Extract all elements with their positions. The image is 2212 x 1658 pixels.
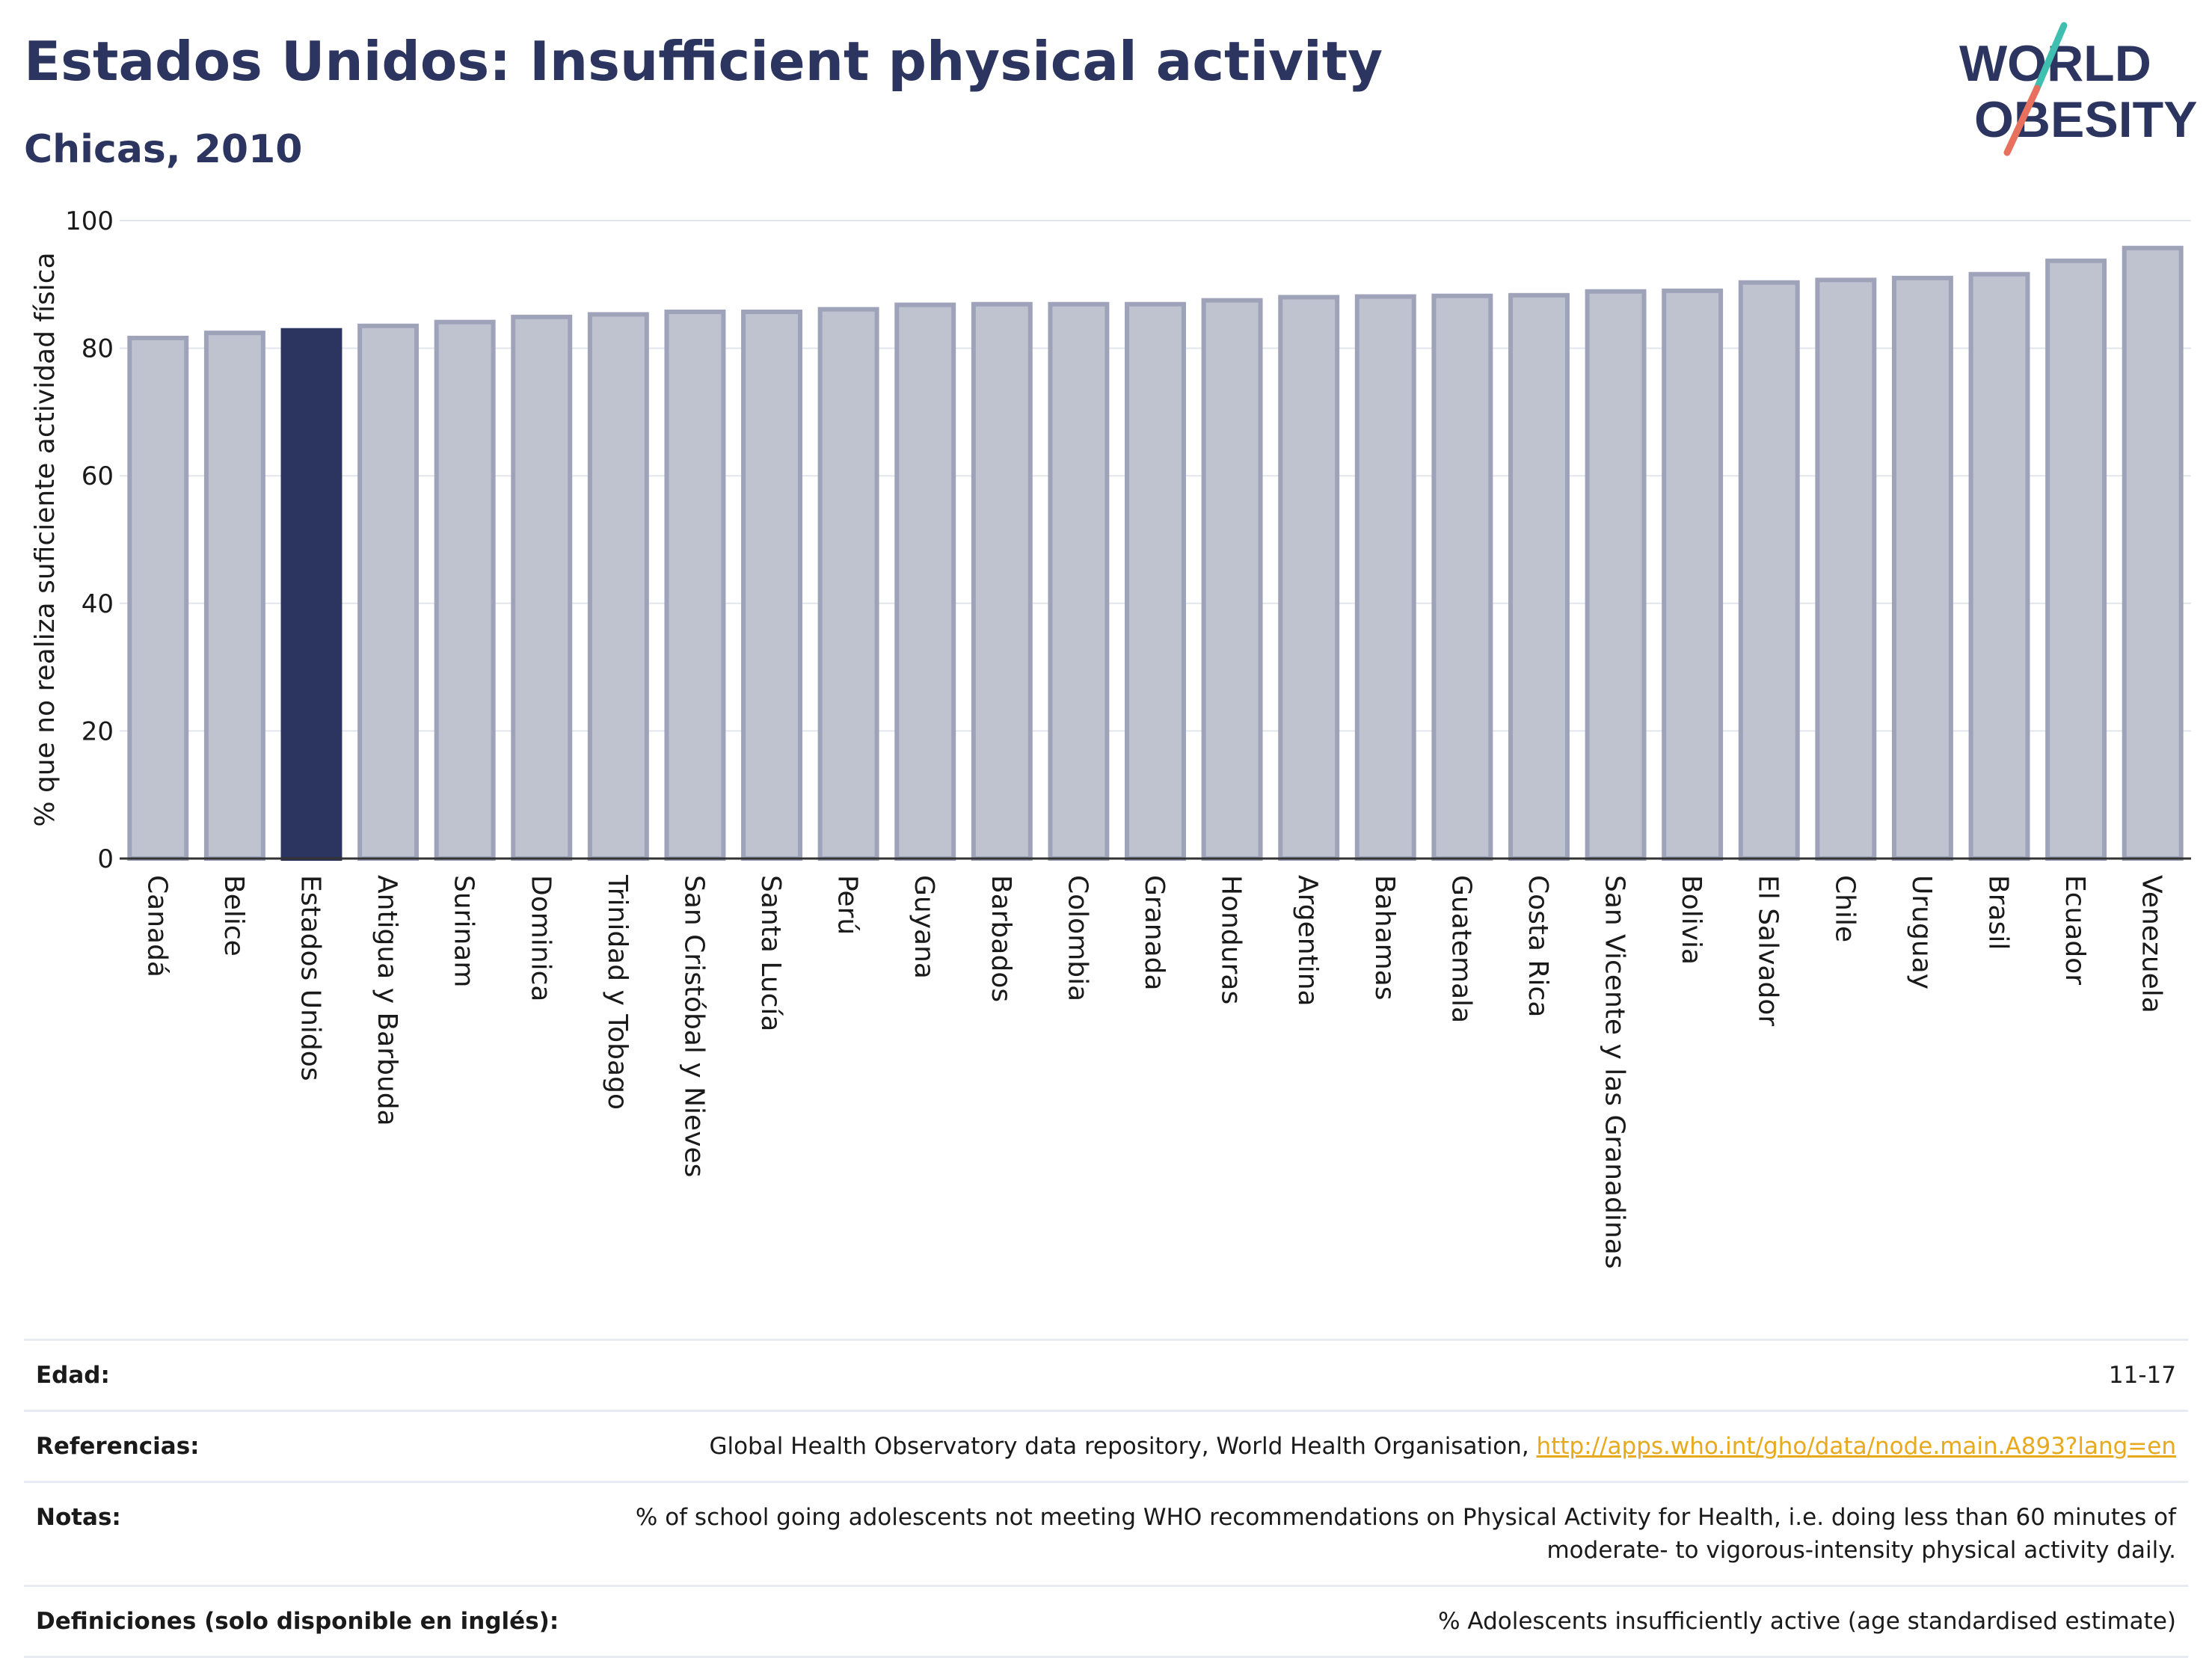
x-tick-label: Ecuador (2059, 875, 2090, 985)
meta-row-definitions: Definiciones (solo disponible en inglés)… (24, 1585, 2188, 1658)
x-tick-label: Barbados (986, 875, 1016, 1002)
x-tick-label: Chile (1829, 875, 1860, 942)
x-tick-label: Argentina (1292, 875, 1323, 1007)
bar (1201, 298, 1263, 861)
x-tick-label: Estados Unidos (295, 875, 325, 1081)
x-tick-label: Bolivia (1676, 875, 1706, 965)
x-tick-label: Antigua y Barbuda (372, 875, 402, 1126)
meta-label: Edad: (36, 1362, 110, 1389)
bar (1815, 277, 1877, 862)
bar (1125, 301, 1186, 862)
x-tick-label: Trinidad y Tobago (602, 874, 633, 1110)
x-tick-label: Granada (1139, 875, 1170, 991)
x-tick-label: Canadá (141, 875, 172, 977)
reference-link[interactable]: http://apps.who.int/gho/data/node.main.A… (1536, 1433, 2176, 1460)
logo-slash-teal (2033, 22, 2068, 92)
x-tick-label: Guyana (909, 875, 939, 979)
bar (127, 335, 189, 861)
x-tick-label: Guatemala (1446, 875, 1476, 1023)
bar (1431, 293, 1493, 861)
bar (1738, 280, 1800, 861)
bar (1508, 292, 1570, 861)
chart-title: Estados Unidos: Insufficient physical ac… (24, 30, 1383, 93)
metadata-table: Edad: 11-17 Referencias: Global Health O… (24, 1339, 2188, 1658)
x-tick-label: Bahamas (1369, 875, 1400, 1001)
x-tick-label: San Vicente y las Granadinas (1600, 875, 1630, 1269)
logo-slash-coral (2003, 85, 2041, 156)
bar (741, 309, 802, 861)
y-tick-label: 80 (82, 334, 114, 364)
bar (1278, 295, 1340, 861)
reference-text: Global Health Observatory data repositor… (709, 1433, 1537, 1460)
bar (971, 301, 1033, 862)
bar (203, 331, 265, 861)
y-axis-title: % que no realiza suficiente actividad fí… (30, 252, 61, 826)
y-tick-label: 100 (65, 206, 114, 236)
y-tick-label: 60 (82, 461, 114, 491)
bar (817, 307, 879, 861)
bar (1662, 288, 1724, 861)
bar (1891, 275, 1953, 861)
bar (511, 314, 573, 862)
x-tick-label: Colombia (1062, 875, 1093, 1001)
x-tick-label: Dominica (525, 875, 556, 1002)
meta-value: 11-17 (2108, 1362, 2176, 1389)
x-tick-label: Santa Lucía (755, 875, 786, 1031)
meta-row-references: Referencias: Global Health Observatory d… (24, 1410, 2188, 1481)
bar (1048, 301, 1110, 862)
bar (1354, 294, 1416, 861)
meta-value-references: Global Health Observatory data repositor… (709, 1430, 2176, 1463)
y-tick-label: 40 (82, 589, 114, 619)
x-tick-label: Uruguay (1906, 875, 1937, 989)
y-tick-label: 20 (82, 716, 114, 746)
x-tick-label: San Cristóbal y Nieves (678, 875, 709, 1177)
x-tick-label: Surinam (449, 875, 479, 987)
meta-label: Notas: (36, 1504, 121, 1531)
bar (1968, 271, 2030, 862)
x-tick-label: Perú (832, 875, 863, 935)
meta-value: % of school going adolescents not meetin… (635, 1504, 2176, 1564)
bar-chart: 0 20 40 60 80 100% que no realiza suficiente … (30, 206, 2191, 1269)
bar (357, 323, 420, 861)
bar-highlighted (280, 328, 342, 861)
bar (894, 302, 956, 861)
world-obesity-logo: WORLD OBESITY (1959, 22, 2198, 156)
x-tick-label: Belice (218, 875, 249, 957)
x-tick-label: Honduras (1216, 875, 1247, 1004)
bar (587, 312, 649, 861)
bar (664, 309, 726, 861)
meta-row-age: Edad: 11-17 (24, 1339, 2188, 1410)
chart-subtitle: Chicas, 2010 (24, 127, 303, 172)
y-tick-label: 0 (97, 844, 114, 874)
meta-row-notes: Notas: % of school going adolescents not… (24, 1481, 2188, 1585)
x-tick-label: Brasil (1983, 875, 2014, 950)
meta-label: Referencias: (36, 1433, 200, 1460)
bar (434, 319, 496, 861)
bar (2045, 258, 2107, 861)
x-tick-label: Venezuela (2136, 875, 2167, 1013)
x-tick-label: Costa Rica (1523, 875, 1553, 1017)
meta-value: % Adolescents insufficiently active (age… (1438, 1608, 2176, 1635)
meta-label: Definiciones (solo disponible en inglés)… (36, 1608, 559, 1635)
bar (2122, 245, 2184, 861)
x-tick-label: El Salvador (1753, 875, 1784, 1026)
bar (1585, 289, 1647, 862)
